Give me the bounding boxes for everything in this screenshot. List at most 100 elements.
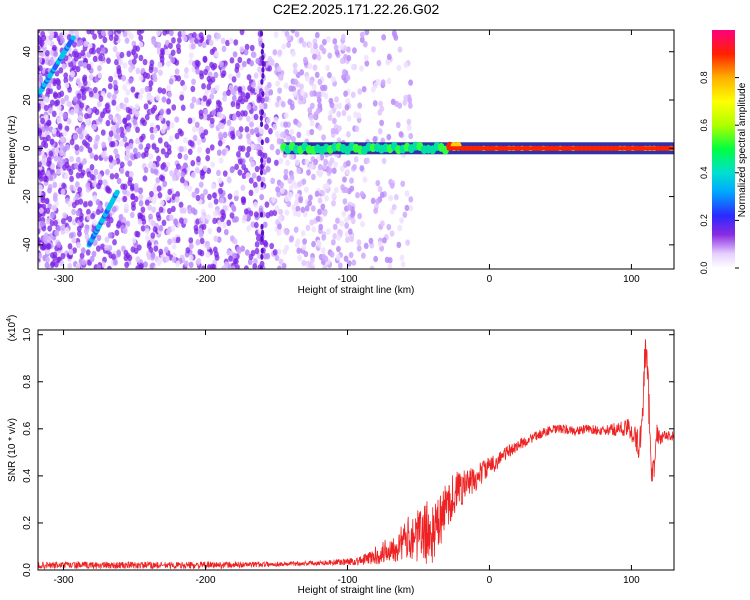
- heatmap-cell: [289, 103, 295, 111]
- heatmap-cell: [104, 236, 110, 243]
- heatmap-cell: [187, 117, 193, 124]
- heatmap-cell: [135, 67, 141, 75]
- heatmap-cell: [113, 84, 119, 91]
- heatmap-cell: [370, 197, 376, 205]
- heatmap-cell: [311, 83, 317, 91]
- heatmap-cell: [216, 226, 222, 233]
- heatmap-cell: [307, 261, 313, 269]
- heatmap-cell: [216, 111, 222, 118]
- heatmap-cell: [45, 207, 51, 215]
- heatmap-cell: [373, 255, 379, 263]
- heatmap-cell: [230, 130, 235, 137]
- heatmap-cell: [252, 181, 258, 189]
- heatmap-cell: [96, 234, 102, 242]
- heatmap-cell: [222, 131, 228, 139]
- heatmap-cell: [82, 62, 88, 69]
- heatmap-cell: [359, 31, 365, 39]
- heatmap-cell: [294, 31, 300, 38]
- heatmap-cell: [336, 245, 341, 253]
- heatmap-cell: [188, 237, 194, 244]
- heatmap-cell: [61, 182, 67, 189]
- heatmap-cell: [67, 262, 73, 269]
- heatmap-cell: [196, 156, 201, 163]
- heatmap-cell: [314, 71, 320, 79]
- heatmap-cell: [406, 118, 412, 126]
- snr-x-tick-label: 0: [487, 575, 493, 586]
- heatmap-cell: [245, 115, 251, 123]
- heatmap-cell: [259, 151, 265, 159]
- heatmap-cell: [169, 169, 174, 177]
- heatmap-streak-cell: [260, 223, 264, 230]
- heatmap-cell: [228, 255, 233, 262]
- heatmap-cell: [112, 239, 117, 246]
- heatmap-cell: [362, 41, 368, 48]
- heatmap-cell: [171, 37, 176, 44]
- heatmap-cell: [321, 253, 327, 260]
- heatmap-cell: [40, 194, 46, 201]
- heatmap-cell: [363, 242, 369, 250]
- colorbar-tick-label: 0.4: [699, 167, 709, 180]
- heatmap-cell: [39, 220, 45, 228]
- snr-x-ticks: -300 -200 -100 0 100: [54, 330, 640, 586]
- heatmap-cell: [142, 58, 148, 66]
- heatmap-cell: [170, 49, 176, 56]
- heatmap-cell: [112, 116, 118, 123]
- heatmap-cell: [243, 265, 249, 269]
- heatmap-cell: [135, 256, 141, 263]
- heatmap-cell: [79, 102, 85, 109]
- heatmap-cell: [249, 128, 255, 135]
- heatmap-cell: [167, 238, 173, 245]
- heatmap-cell: [41, 154, 47, 161]
- heatmap-cell: [339, 57, 345, 65]
- heatmap-cell: [194, 187, 200, 195]
- heatmap-cell: [58, 67, 64, 74]
- heatmap-cell: [151, 143, 157, 150]
- heatmap-cell: [122, 188, 128, 195]
- heatmap-cell: [167, 188, 173, 196]
- heatmap-cell: [348, 251, 354, 259]
- heatmap-cell: [170, 205, 176, 213]
- heatmap-cell: [309, 90, 315, 97]
- heatmap-cell: [119, 140, 124, 147]
- heatmap-cell: [286, 34, 292, 42]
- heatmap-cell: [356, 112, 362, 119]
- heatmap-cell: [379, 191, 385, 199]
- heatmap-cell: [277, 87, 283, 94]
- heatmap-cell: [78, 215, 84, 223]
- heatmap-cell: [39, 39, 45, 47]
- heatmap-cell: [87, 147, 93, 154]
- heatmap-cell: [95, 134, 100, 142]
- heatmap-cell: [100, 151, 106, 159]
- heatmap-cell: [371, 46, 376, 53]
- heatmap-cell: [211, 183, 216, 190]
- heatmap-cell: [80, 169, 86, 176]
- heatmap-cell: [339, 43, 345, 51]
- heatmap-cell: [74, 144, 80, 151]
- heatmap-cell: [229, 212, 235, 219]
- heatmap-cell: [50, 260, 56, 267]
- heatmap-cell: [248, 253, 254, 261]
- heatmap-cell: [248, 189, 254, 197]
- heatmap-cell: [301, 41, 307, 48]
- heatmap-cell: [246, 138, 252, 145]
- heatmap-cell: [274, 254, 280, 262]
- heatmap-streak-cell: [260, 181, 264, 188]
- heatmap-cell: [291, 136, 296, 143]
- heatmap-cell: [402, 99, 408, 106]
- heatmap-cell: [203, 129, 209, 136]
- heatmap-cell: [404, 204, 410, 212]
- heatmap-cell: [396, 241, 402, 249]
- heatmap-cell: [316, 54, 322, 61]
- spectrogram-x-tick-label: -100: [337, 274, 357, 285]
- heatmap-cell: [203, 108, 209, 116]
- heatmap-cell: [91, 250, 97, 258]
- spectrogram-y-axis-label: Frequency (Hz): [7, 116, 18, 185]
- heatmap-cell: [264, 90, 270, 98]
- heatmap-cell: [199, 249, 205, 257]
- heatmap-cell: [71, 41, 77, 48]
- heatmap-cell: [115, 127, 121, 134]
- heatmap-cell: [77, 186, 83, 194]
- heatmap-cell: [51, 127, 57, 135]
- heatmap-cell: [116, 30, 122, 34]
